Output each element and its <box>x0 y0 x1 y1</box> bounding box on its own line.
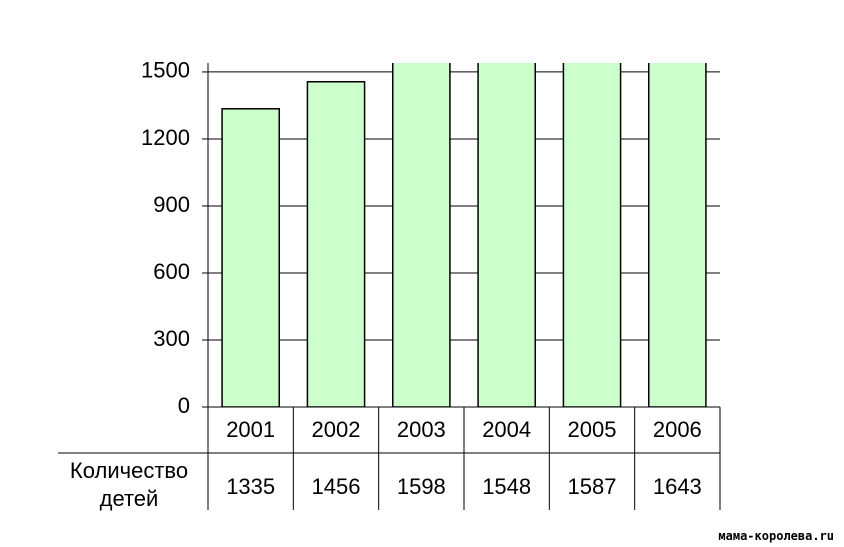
y-tick-label: 600 <box>153 259 190 284</box>
x-tick-label: 2005 <box>568 417 617 442</box>
bar <box>477 63 537 407</box>
row-label: Количество детей <box>69 458 189 511</box>
table-value: 1548 <box>482 474 531 499</box>
y-tick-label: 1200 <box>141 125 190 150</box>
y-tick-label: 1500 <box>141 58 190 83</box>
y-tick-label: 0 <box>178 393 190 418</box>
watermark: мама-королева.ru <box>718 529 834 543</box>
table-value: 1335 <box>226 474 275 499</box>
x-tick-label: 2001 <box>226 417 275 442</box>
bar <box>306 81 366 407</box>
table-value: 1456 <box>312 474 361 499</box>
bar <box>391 63 451 407</box>
x-tick-label: 2006 <box>653 417 702 442</box>
data-table: 2001 1335 2002 1456 2003 1598 2004 1548 2005 1587… <box>58 63 721 510</box>
bar <box>647 63 707 407</box>
y-tick-label: 300 <box>153 326 190 351</box>
x-tick-label: 2002 <box>312 417 361 442</box>
x-tick-label: 2004 <box>482 417 531 442</box>
bar <box>221 108 281 407</box>
table-value: 1587 <box>568 474 617 499</box>
table-value: 1643 <box>653 474 702 499</box>
y-tick-label: 900 <box>153 192 190 217</box>
table-value: 1598 <box>397 474 446 499</box>
x-tick-label: 2003 <box>397 417 446 442</box>
grid: 0 300 600 900 1200 1500 <box>141 58 720 418</box>
bars <box>221 63 707 407</box>
bar <box>562 63 622 407</box>
